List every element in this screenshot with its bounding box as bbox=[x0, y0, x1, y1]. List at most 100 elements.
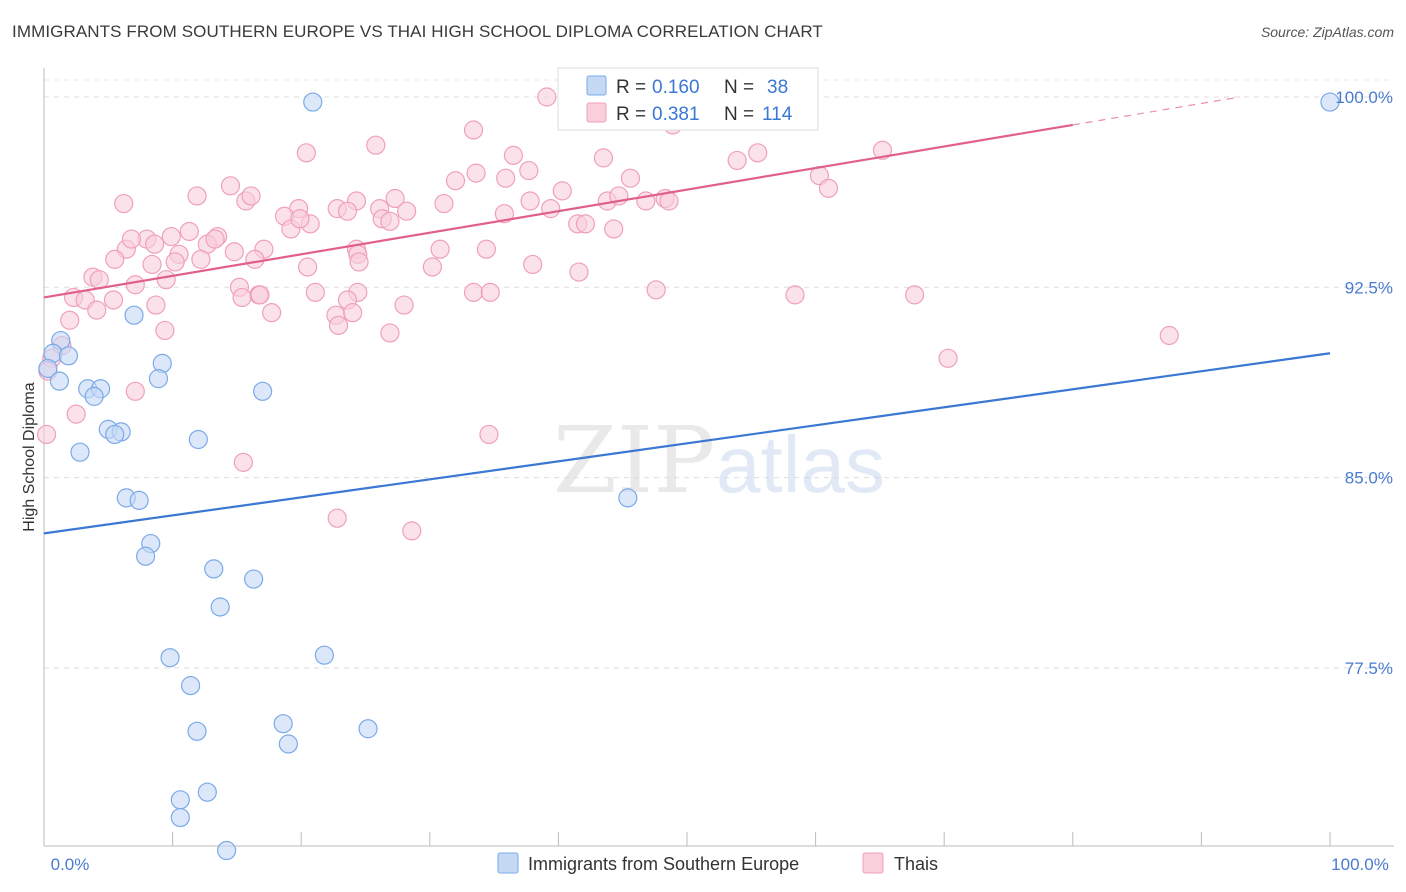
point-thais bbox=[296, 143, 316, 163]
point-thais bbox=[146, 295, 166, 315]
bottom-legend-swatch-blue bbox=[497, 852, 519, 874]
point-thais bbox=[519, 160, 539, 181]
legend-n-value-pink: 114 bbox=[762, 104, 793, 125]
point-thais bbox=[87, 300, 107, 320]
point-thais bbox=[224, 242, 244, 262]
point-thais bbox=[305, 282, 325, 302]
point-immigrants bbox=[160, 648, 180, 668]
point-thais bbox=[349, 252, 369, 272]
point-thais bbox=[232, 287, 252, 308]
point-thais bbox=[523, 254, 543, 275]
point-thais bbox=[327, 508, 347, 528]
point-thais bbox=[434, 193, 454, 214]
axes bbox=[43, 68, 1394, 847]
point-thais bbox=[385, 188, 405, 209]
legend-r-label-blue: R = bbox=[616, 77, 646, 98]
point-thais bbox=[402, 521, 422, 541]
legend-swatch-pink bbox=[586, 102, 607, 123]
point-thais bbox=[125, 275, 145, 295]
point-immigrants bbox=[1320, 92, 1340, 112]
point-thais bbox=[165, 252, 185, 272]
point-thais bbox=[187, 186, 207, 206]
point-thais bbox=[380, 323, 400, 343]
point-thais bbox=[343, 303, 363, 323]
point-immigrants bbox=[124, 305, 144, 325]
y-axis-label: High School Diploma bbox=[21, 382, 38, 532]
x-tick-label: 100.0% bbox=[1331, 855, 1389, 874]
point-thais bbox=[397, 201, 417, 221]
legend-n-label-blue: N = bbox=[724, 77, 754, 98]
bottom-legend: Immigrants from Southern Europe Thais bbox=[497, 852, 938, 874]
point-thais bbox=[156, 270, 176, 290]
point-thais bbox=[593, 148, 614, 168]
point-immigrants bbox=[188, 429, 208, 450]
point-thais bbox=[818, 178, 839, 198]
point-immigrants bbox=[135, 546, 156, 566]
point-thais bbox=[89, 270, 109, 290]
point-thais bbox=[60, 310, 80, 330]
point-thais bbox=[125, 381, 145, 401]
point-thais bbox=[155, 320, 175, 341]
point-thais bbox=[103, 290, 124, 310]
point-thais bbox=[541, 199, 561, 219]
y-tick-label: 85.0% bbox=[1345, 469, 1393, 488]
point-thais bbox=[337, 201, 358, 221]
point-immigrants bbox=[129, 490, 149, 511]
point-immigrants bbox=[253, 381, 273, 401]
bottom-legend-swatch-pink bbox=[862, 852, 884, 874]
trend-line-immigrants bbox=[43, 352, 1331, 535]
legend-n-label-pink: N = bbox=[724, 104, 754, 125]
point-thais bbox=[748, 143, 768, 163]
point-thais bbox=[938, 348, 958, 368]
point-thais bbox=[36, 424, 57, 445]
point-thais bbox=[220, 176, 241, 196]
point-immigrants bbox=[197, 782, 217, 802]
point-thais bbox=[480, 282, 500, 302]
x-tick-labels: 0.0% 100.0% bbox=[51, 855, 1389, 874]
point-thais bbox=[233, 452, 253, 472]
point-thais bbox=[430, 239, 450, 259]
trend-line-thais bbox=[43, 123, 1073, 299]
point-immigrants bbox=[84, 386, 104, 406]
point-thais bbox=[161, 226, 181, 247]
point-thais bbox=[394, 295, 414, 315]
point-thais bbox=[537, 87, 557, 107]
point-thais bbox=[298, 257, 318, 277]
point-thais bbox=[114, 193, 134, 214]
point-thais bbox=[646, 280, 666, 300]
point-thais bbox=[250, 285, 270, 305]
point-immigrants bbox=[105, 424, 125, 445]
point-immigrants bbox=[38, 358, 58, 379]
point-immigrants bbox=[210, 597, 230, 617]
point-immigrants bbox=[187, 721, 207, 741]
point-thais bbox=[575, 214, 596, 234]
point-thais bbox=[105, 249, 125, 269]
x-tick-label: 0.0% bbox=[51, 855, 90, 874]
source-label: Source: ZipAtlas.com bbox=[1260, 24, 1394, 40]
point-immigrants bbox=[244, 569, 264, 589]
point-immigrants bbox=[49, 371, 70, 391]
y-tick-labels: 100.0% 92.5% 85.0% 77.5% bbox=[1335, 88, 1393, 678]
point-thais bbox=[520, 191, 540, 211]
point-immigrants bbox=[181, 676, 201, 696]
point-thais bbox=[905, 285, 925, 305]
point-thais bbox=[380, 211, 400, 231]
point-thais bbox=[785, 285, 805, 305]
point-thais bbox=[604, 219, 624, 239]
trend-extension-thais bbox=[1072, 96, 1241, 126]
bottom-legend-label-pink: Thais bbox=[894, 854, 938, 874]
trend-lines bbox=[43, 96, 1331, 535]
point-immigrants bbox=[58, 346, 79, 366]
point-immigrants bbox=[170, 807, 190, 828]
point-thais bbox=[191, 249, 211, 269]
legend-r-value-blue: 0.160 bbox=[652, 77, 700, 98]
point-thais bbox=[262, 303, 282, 323]
legend-swatch-blue bbox=[586, 75, 607, 96]
point-thais bbox=[479, 424, 499, 445]
point-thais bbox=[245, 249, 265, 269]
point-thais bbox=[476, 239, 496, 259]
point-thais bbox=[503, 145, 523, 165]
point-thais bbox=[205, 229, 225, 249]
point-thais bbox=[366, 135, 386, 155]
point-immigrants bbox=[170, 790, 190, 810]
